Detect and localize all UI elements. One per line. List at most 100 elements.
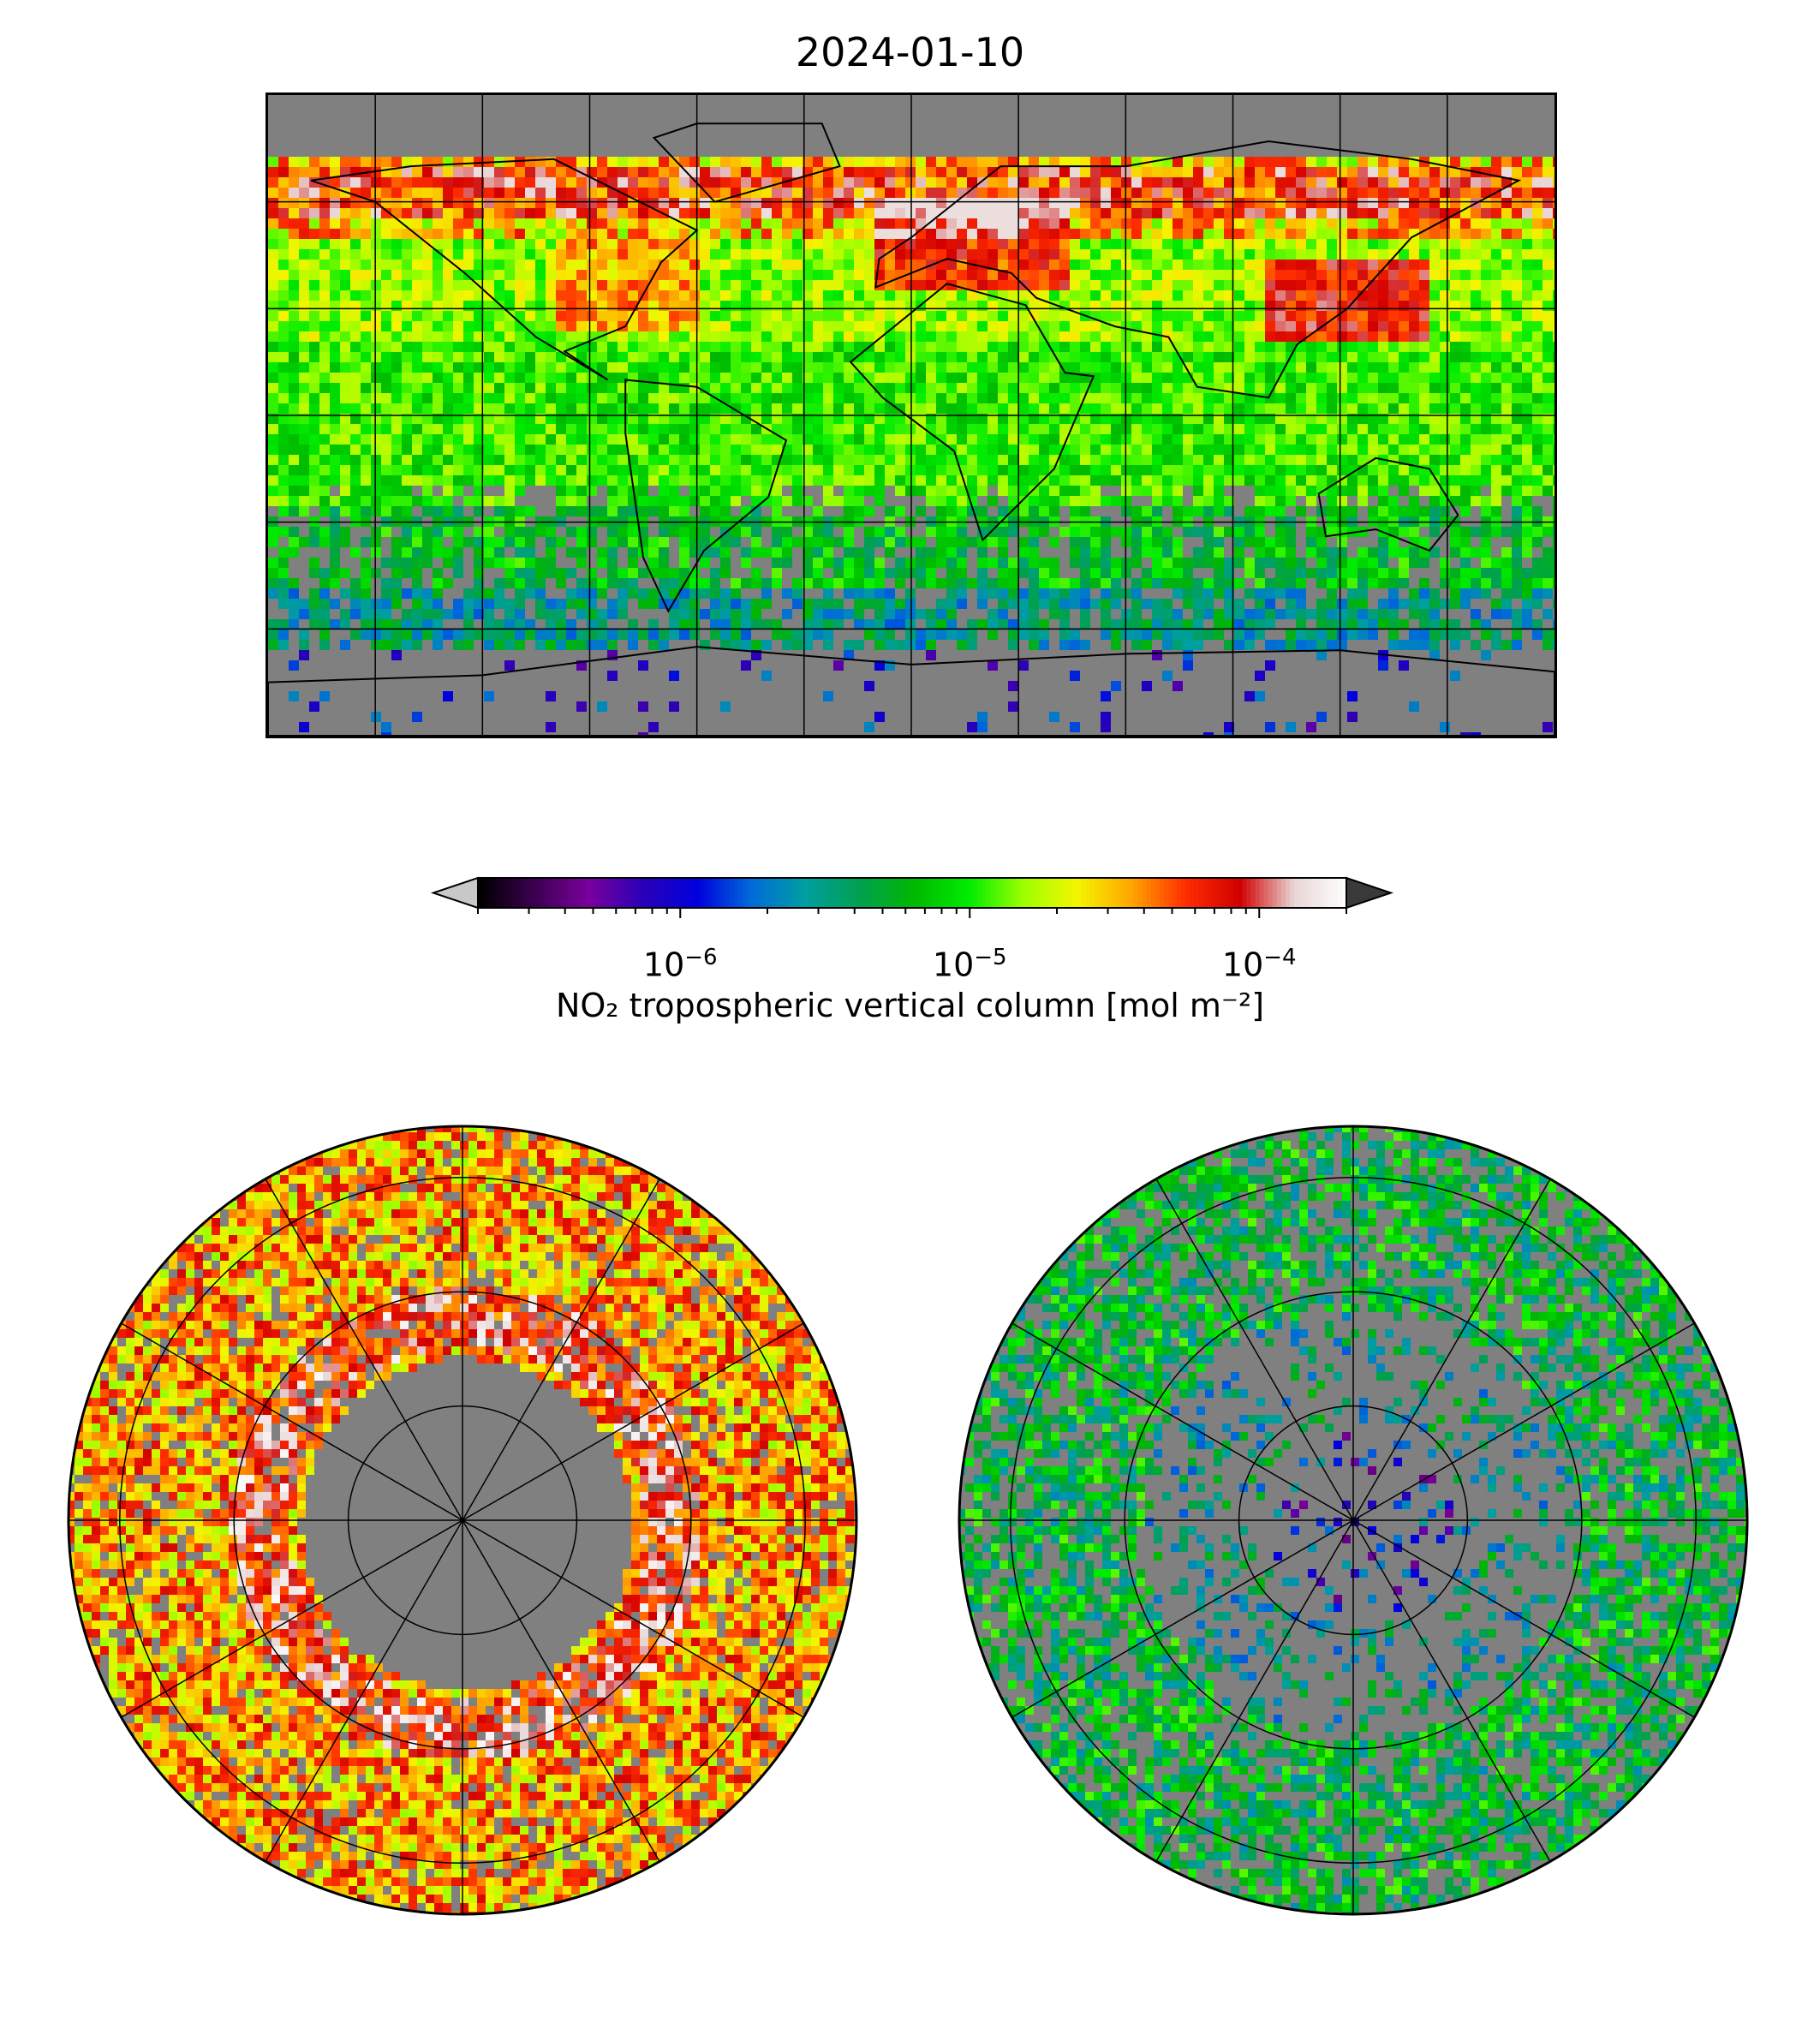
- map-cell: [1090, 342, 1101, 352]
- map-cell: [515, 362, 525, 373]
- map-cell: [268, 393, 278, 403]
- map-cell: [361, 362, 371, 373]
- map-cell: [792, 249, 803, 260]
- map-cell: [1306, 260, 1316, 270]
- map-cell: [1481, 434, 1491, 445]
- map-cell: [1368, 331, 1378, 342]
- map-cell: [1399, 393, 1409, 403]
- map-cell: [967, 445, 977, 455]
- map-cell: [854, 342, 864, 352]
- map-cell: [679, 496, 689, 506]
- map-cell: [813, 465, 823, 475]
- map-cell: [1409, 373, 1419, 383]
- map-cell: [1532, 537, 1543, 547]
- map-cell: [772, 506, 782, 516]
- map-cell: [936, 342, 946, 352]
- map-cell: [1193, 547, 1203, 558]
- map-cell: [381, 301, 391, 311]
- map-cell: [957, 506, 967, 516]
- map-cell: [1368, 352, 1378, 362]
- map-cell: [1080, 229, 1090, 239]
- map-cell: [679, 434, 689, 445]
- map-cell: [679, 352, 689, 362]
- map-cell: [1337, 424, 1347, 434]
- map-cell: [1337, 537, 1347, 547]
- map-cell: [1306, 568, 1316, 578]
- map-cell: [515, 475, 525, 486]
- map-cell: [278, 568, 289, 578]
- map-cell: [669, 352, 679, 362]
- map-cell: [628, 496, 638, 506]
- map-cell: [402, 496, 412, 506]
- map-cell: [1039, 414, 1049, 424]
- map-cell: [700, 301, 710, 311]
- map-cell: [803, 311, 813, 321]
- map-cell: [1286, 342, 1296, 352]
- map-cell: [885, 188, 895, 198]
- map-cell: [936, 362, 946, 373]
- map-cell: [484, 280, 494, 290]
- map-cell: [1450, 321, 1460, 331]
- map-cell: [433, 331, 443, 342]
- map-cell: [1522, 424, 1532, 434]
- map-cell: [1142, 249, 1152, 260]
- map-cell: [525, 321, 535, 331]
- map-cell: [1265, 290, 1275, 301]
- map-cell: [1368, 311, 1378, 321]
- map-cell: [874, 208, 885, 218]
- map-cell: [587, 352, 597, 362]
- map-cell: [1183, 424, 1193, 434]
- map-cell: [556, 198, 566, 208]
- map-cell: [1450, 177, 1460, 188]
- map-cell: [957, 455, 967, 465]
- map-cell: [1481, 547, 1491, 558]
- map-cell: [1286, 373, 1296, 383]
- map-cell: [967, 393, 977, 403]
- map-cell: [1306, 383, 1316, 393]
- map-cell: [1265, 455, 1275, 465]
- map-cell: [936, 311, 946, 321]
- map-cell: [1265, 403, 1275, 414]
- map-cell: [1193, 506, 1203, 516]
- map-cell: [1173, 424, 1183, 434]
- map-cell: [443, 414, 453, 424]
- map-cell: [1522, 506, 1532, 516]
- map-cell: [299, 465, 309, 475]
- map-cell: [782, 188, 792, 198]
- map-cell: [1491, 496, 1501, 506]
- map-cell: [268, 486, 278, 496]
- map-cell: [957, 558, 967, 568]
- map-cell: [1255, 301, 1265, 311]
- map-cell: [1388, 568, 1399, 578]
- map-cell: [535, 393, 546, 403]
- map-cell: [988, 424, 998, 434]
- map-cell: [741, 260, 751, 270]
- map-cell: [751, 249, 761, 260]
- map-cell: [988, 414, 998, 424]
- map-cell: [494, 393, 504, 403]
- map-cell: [946, 311, 957, 321]
- map-cell: [792, 578, 803, 588]
- map-cell: [1131, 229, 1142, 239]
- map-cell: [1162, 547, 1173, 558]
- map-cell: [874, 383, 885, 393]
- chart-title: 2024-01-10: [795, 29, 1025, 75]
- map-cell: [1429, 506, 1440, 516]
- map-cell: [319, 578, 330, 588]
- map-cell: [823, 362, 833, 373]
- map-cell: [1090, 270, 1101, 280]
- map-cell: [864, 280, 874, 290]
- map-cell: [895, 342, 905, 352]
- map-cell: [628, 352, 638, 362]
- map-cell: [761, 362, 772, 373]
- map-cell: [720, 352, 731, 362]
- map-cell: [340, 496, 350, 506]
- map-cell: [1316, 311, 1327, 321]
- map-cell: [1142, 475, 1152, 486]
- map-cell: [350, 393, 361, 403]
- map-cell: [1173, 506, 1183, 516]
- map-cell: [782, 311, 792, 321]
- map-cell: [1388, 280, 1399, 290]
- map-cell: [504, 455, 515, 465]
- map-cell: [504, 475, 515, 486]
